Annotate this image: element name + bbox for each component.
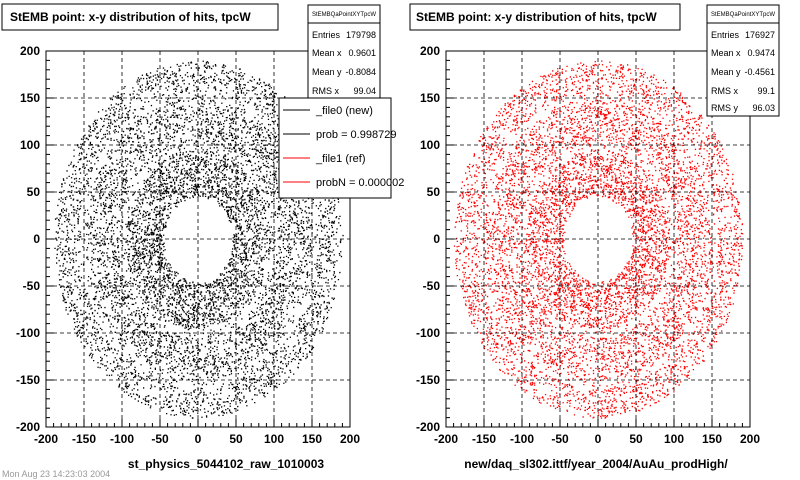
scatter-points-path bbox=[54, 60, 344, 419]
left-panel: StEMB point: x-y distribution of hits, t… bbox=[1, 3, 404, 471]
left-xtick-label: -100 bbox=[110, 432, 134, 446]
left-xtick-label: 50 bbox=[229, 432, 243, 446]
right-xtick-label: 0 bbox=[595, 432, 602, 446]
left-stat-value: 179798 bbox=[346, 30, 376, 40]
right-title-box bbox=[409, 3, 681, 31]
left-ytick-label: 200 bbox=[20, 44, 40, 58]
left-stats-name: StEMBQaPointXYTpcW bbox=[312, 12, 376, 18]
right-ytick-label: -150 bbox=[416, 373, 440, 387]
right-ytick-label: 100 bbox=[420, 138, 440, 152]
left-x-ticks: -200 -150 -100 -50 0 50 100 150 200 bbox=[34, 432, 360, 446]
left-stat-key: Mean x bbox=[312, 48, 342, 58]
left-xtick-label: 0 bbox=[195, 432, 202, 446]
left-ytick-label: 0 bbox=[33, 232, 40, 246]
right-xtick-label: 100 bbox=[664, 432, 684, 446]
left-plot-frame bbox=[45, 50, 351, 428]
right-stats-box: StEMBQaPointXYTpcW Entries 176927 Mean x… bbox=[706, 4, 780, 117]
right-xtick-label: -100 bbox=[510, 432, 534, 446]
right-xtick-label: 200 bbox=[740, 432, 760, 446]
right-stat-key: Mean y bbox=[711, 67, 741, 77]
right-stat-key: Entries bbox=[711, 30, 740, 40]
right-y-ticks: 200 150 100 50 0 -50 -100 -150 -200 bbox=[416, 44, 440, 434]
left-ytick-label: -200 bbox=[16, 420, 40, 434]
legend-frame bbox=[278, 97, 392, 199]
left-ytick-label: -150 bbox=[16, 373, 40, 387]
right-ytick-label: 50 bbox=[427, 185, 441, 199]
right-xtick-label: -200 bbox=[434, 432, 458, 446]
left-x-axis-label: st_physics_5044102_raw_1010003 bbox=[128, 457, 324, 471]
left-stat-value: 99.04 bbox=[353, 86, 376, 96]
right-stat-key: Mean x bbox=[711, 48, 741, 58]
right-chart-title: StEMB point: x-y distribution of hits, t… bbox=[416, 10, 657, 24]
left-ytick-label: -100 bbox=[16, 326, 40, 340]
legend-entry-label: _file1 (ref) bbox=[315, 153, 366, 165]
left-xtick-label: 100 bbox=[264, 432, 284, 446]
right-stat-value: 96.03 bbox=[752, 103, 775, 113]
left-xtick-label: -150 bbox=[72, 432, 96, 446]
right-xtick-label: -50 bbox=[551, 432, 569, 446]
left-stat-key: Entries bbox=[312, 30, 341, 40]
left-stat-key: RMS x bbox=[312, 86, 340, 96]
right-ytick-label: 150 bbox=[420, 91, 440, 105]
right-xtick-label: 50 bbox=[629, 432, 643, 446]
right-stat-key: RMS x bbox=[711, 86, 739, 96]
right-ytick-label: 200 bbox=[420, 44, 440, 58]
right-x-ticks: -200 -150 -100 -50 0 50 100 150 200 bbox=[434, 432, 760, 446]
right-ytick-label: -100 bbox=[416, 326, 440, 340]
left-stat-value: -0.8084 bbox=[345, 67, 376, 77]
right-stat-value: -0.4561 bbox=[744, 67, 775, 77]
left-xtick-label: -200 bbox=[34, 432, 58, 446]
left-xtick-label: -50 bbox=[151, 432, 169, 446]
left-ytick-label: 50 bbox=[27, 185, 41, 199]
left-chart-title: StEMB point: x-y distribution of hits, t… bbox=[10, 10, 251, 24]
right-stat-key: RMS y bbox=[711, 103, 739, 113]
left-scatter-points bbox=[54, 60, 344, 419]
left-xtick-label: 150 bbox=[302, 432, 322, 446]
right-stat-value: 176927 bbox=[745, 30, 775, 40]
right-panel: StEMB point: x-y distribution of hits, t… bbox=[409, 3, 780, 471]
legend-entry-label: prob = 0.998729 bbox=[316, 129, 396, 141]
left-y-ticks: 200 150 100 50 0 -50 -100 -150 -200 bbox=[16, 44, 40, 434]
left-xtick-label: 200 bbox=[340, 432, 360, 446]
right-xtick-label: 150 bbox=[702, 432, 722, 446]
right-ytick-label: -50 bbox=[423, 279, 441, 293]
left-ytick-label: -50 bbox=[23, 279, 41, 293]
left-stat-key: Mean y bbox=[312, 67, 342, 77]
right-grid bbox=[445, 50, 751, 428]
footer-timestamp: Mon Aug 23 14:23:03 2004 bbox=[2, 469, 110, 479]
left-stat-value: 0.9601 bbox=[348, 48, 376, 58]
right-ytick-label: 0 bbox=[433, 232, 440, 246]
left-title-box bbox=[1, 3, 279, 31]
legend-entry-label: _file0 (new) bbox=[315, 105, 373, 117]
legend: _file0 (new) prob = 0.998729 _file1 (ref… bbox=[278, 97, 404, 199]
right-ytick-label: -200 bbox=[416, 420, 440, 434]
right-stats-name: StEMBQaPointXYTpcW bbox=[711, 12, 775, 18]
right-x-axis-label: new/daq_sl302.ittf/year_2004/AuAu_prodHi… bbox=[464, 457, 728, 471]
right-plot-frame bbox=[445, 50, 751, 428]
right-xtick-label: -150 bbox=[472, 432, 496, 446]
right-stats-frame bbox=[706, 4, 780, 117]
left-ytick-label: 100 bbox=[20, 138, 40, 152]
right-stat-value: 0.9474 bbox=[747, 48, 775, 58]
legend-entry-label: probN = 0.000002 bbox=[316, 177, 404, 189]
right-stat-value: 99.1 bbox=[757, 86, 775, 96]
left-ytick-label: 150 bbox=[20, 91, 40, 105]
